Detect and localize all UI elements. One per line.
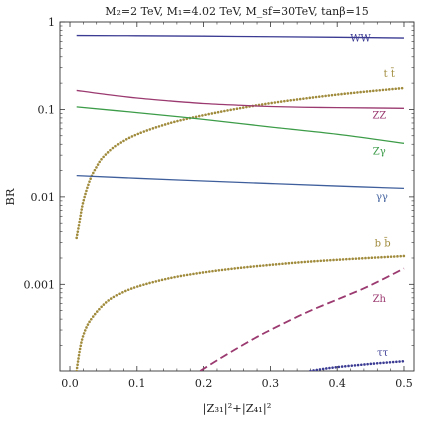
plot-frame bbox=[59, 21, 415, 372]
series-label: b b̄ bbox=[375, 237, 391, 249]
x-tick-label: 0.4 bbox=[328, 377, 346, 390]
series-labels: WW t t̄ ZZ Zγ γγ b b̄ Zh ττ bbox=[350, 33, 395, 358]
x-tick-label: 0.0 bbox=[61, 377, 79, 390]
series-line bbox=[76, 174, 405, 190]
x-axis-label: |Z₃₁|²+|Z₄₁|² bbox=[203, 401, 272, 416]
y-tick-label: 1 bbox=[48, 16, 55, 29]
series-line bbox=[76, 89, 404, 109]
series-label: γγ bbox=[376, 192, 388, 203]
y-tick-label: 0.001 bbox=[24, 278, 56, 291]
series-label: t t̄ bbox=[384, 68, 395, 80]
y-tick-label: 0.01 bbox=[31, 191, 56, 204]
series-label: WW bbox=[350, 33, 371, 44]
chart-title: M₂=2 TeV, M₁=4.02 TeV, M_sf=30TeV, tanβ=… bbox=[105, 5, 369, 18]
x-tick-label: 0.2 bbox=[195, 377, 213, 390]
series-line bbox=[76, 34, 404, 39]
series-line bbox=[76, 106, 405, 144]
series-line bbox=[75, 86, 406, 240]
series-label: Zh bbox=[373, 294, 387, 305]
series-label: Zγ bbox=[373, 147, 386, 158]
series-line bbox=[75, 254, 406, 371]
x-tick-label: 0.5 bbox=[395, 377, 413, 390]
series-line bbox=[199, 267, 405, 371]
y-tick-label: 0.1 bbox=[38, 103, 56, 116]
x-tick-label: 0.1 bbox=[128, 377, 146, 390]
series-label: ZZ bbox=[372, 110, 386, 121]
axis-ticks: 0.0 0.1 0.2 0.3 0.4 0.5 1 0.1 0.01 0.001 bbox=[24, 16, 414, 390]
series-lines bbox=[75, 34, 406, 371]
x-tick-label: 0.3 bbox=[262, 377, 280, 390]
series-label: ττ bbox=[377, 348, 389, 359]
series-line bbox=[309, 359, 406, 371]
y-axis-label: BR bbox=[3, 188, 17, 205]
